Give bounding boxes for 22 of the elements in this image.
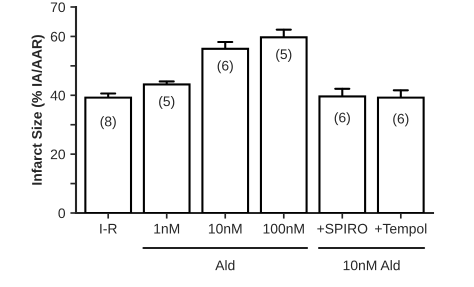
x-tick-label: +Tempol: [375, 223, 426, 236]
text: 10nM Ald: [344, 260, 400, 270]
x-tick-label: 1nM: [154, 224, 180, 234]
x-tick-label: 10nM: [208, 224, 242, 234]
x-tick-label: 100nM: [264, 224, 304, 234]
annotation: (6): [218, 60, 233, 74]
y-tick-label: 20: [50, 149, 66, 160]
annotation: (6): [393, 113, 408, 126]
y-axis-title: Infarct Size (% IA/AAR): [32, 35, 45, 185]
annotation: (5): [159, 96, 174, 109]
y-tick-label: 70: [50, 2, 66, 12]
annotation: (5): [276, 48, 292, 62]
text: Ald: [215, 260, 234, 270]
x-tick-label: +SPIRO: [317, 224, 368, 234]
annotation: (8): [100, 116, 116, 130]
bar: [142, 83, 191, 213]
x-tick-label: I-R: [100, 224, 117, 234]
bar: [84, 96, 132, 213]
y-tick-label: 0: [58, 208, 66, 218]
y-tick-label: 60: [50, 32, 66, 42]
y-tick-label: 40: [50, 90, 66, 100]
annotation: (6): [334, 112, 350, 126]
